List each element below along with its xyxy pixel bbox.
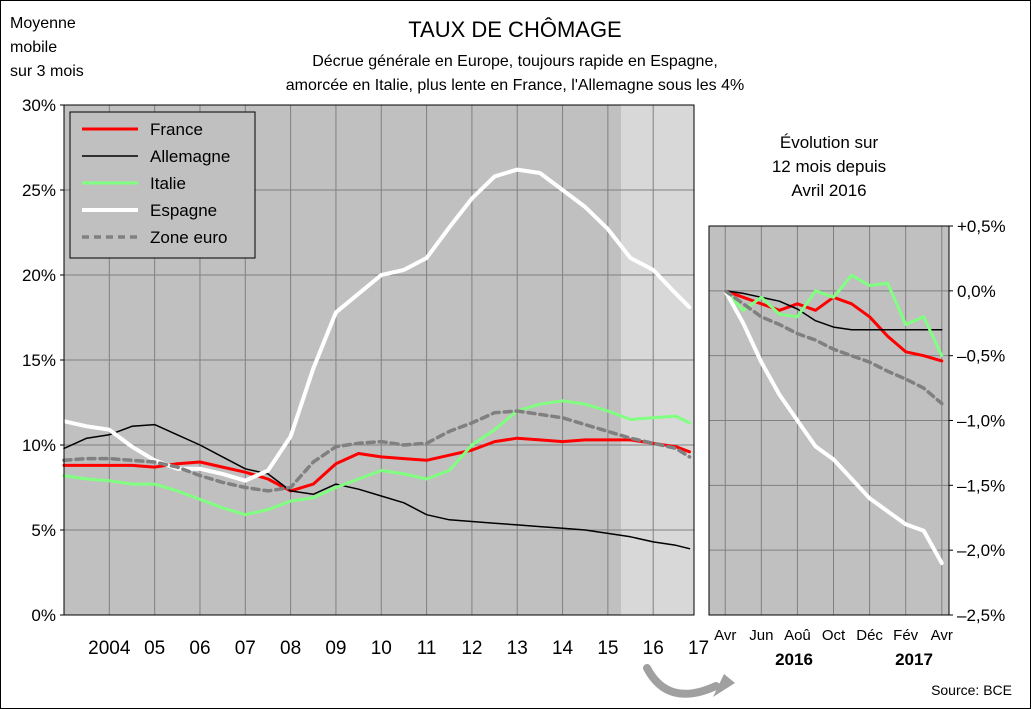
main-xtick-label: 16 [643,638,664,659]
note-line-2: mobile [10,39,57,56]
inset-xtick-label: Avr [714,627,736,644]
inset-year-label-2016: 2016 [775,650,813,669]
inset-ytick-label: –1,0% [957,412,1005,431]
arrow-head-icon [713,674,735,697]
inset-year-label-2017: 2017 [895,650,933,669]
main-xtick-label: 10 [371,638,392,659]
main-ytick-label: 30% [22,96,56,115]
main-xtick-label: 09 [325,638,346,659]
connector-arrow [643,664,735,698]
legend-label-france: France [150,120,203,139]
main-xtick-label: 17 [688,638,709,659]
inset-ytick-label: +0,5% [957,217,1006,236]
note-line-3: sur 3 mois [10,63,84,80]
main-chart: 0% 5% 10% 15% 20% 25% 30% 2004 05 06 07 08 09 10 11 12… [22,96,709,659]
inset-title-line-2: 12 mois depuis [772,157,886,176]
main-xtick-label: 08 [280,638,301,659]
inset-series-zone-euro [723,289,944,406]
inset-title-line-1: Évolution sur [780,133,879,152]
chart-subtitle-line-2: amorcée en Italie, plus lente en France,… [286,77,744,94]
main-xtick-label: 06 [189,638,210,659]
main-xtick-label: 2004 [88,638,131,659]
legend-box [69,111,256,259]
main-xtick-label: 15 [597,638,618,659]
main-series-italie [62,399,691,517]
legend-label-espagne: Espagne [150,201,217,220]
main-xtick-label: 05 [144,638,165,659]
inset-series-espagne [723,288,944,566]
inset-xtick-label: Déc [856,627,883,644]
chart-subtitle-line-1: Décrue générale en Europe, toujours rapi… [312,53,718,70]
main-ytick-label: 5% [31,521,56,540]
main-ytick-label: 15% [22,351,56,370]
chart-title: TAUX DE CHÔMAGE [408,17,622,42]
main-ytick-label: 0% [31,606,56,625]
inset-ytick-label: –0,5% [957,347,1005,366]
inset-ytick-label: –1,5% [957,476,1005,495]
main-xtick-label: 11 [417,638,437,659]
main-xtick-label: 14 [552,638,574,659]
main-series-allemagne [63,423,691,550]
inset-chart: Évolution sur 12 mois depuis Avril 2016 … [708,133,1006,669]
inset-ytick-label: –2,0% [957,541,1005,560]
inset-xtick-label: Fév [893,627,919,644]
main-ytick-label: 10% [22,436,56,455]
main-xtick-label: 12 [461,638,482,659]
main-series-zone-euro [62,409,692,493]
inset-series-italie [723,273,944,358]
inset-xtick-label: Avr [931,627,953,644]
source-note: Source: BCE [931,682,1012,698]
legend: France Allemagne Italie Espagne Zone eur… [69,111,256,259]
legend-label-allemagne: Allemagne [150,147,230,166]
legend-label-zone-euro: Zone euro [150,228,228,247]
inset-title-line-3: Avril 2016 [791,181,866,200]
note-line-1: Moyenne [10,15,76,32]
inset-xtick-label: Aoû [784,627,811,644]
inset-ytick-label: –2,5% [957,606,1005,625]
legend-label-italie: Italie [150,174,186,193]
inset-xtick-label: Jun [749,627,773,644]
main-xtick-label: 13 [507,638,528,659]
main-ytick-label: 20% [22,266,56,285]
inset-xtick-label: Oct [822,627,846,644]
main-ytick-label: 25% [22,181,56,200]
inset-ytick-label: 0,0% [957,282,996,301]
main-xtick-label: 07 [235,638,256,659]
